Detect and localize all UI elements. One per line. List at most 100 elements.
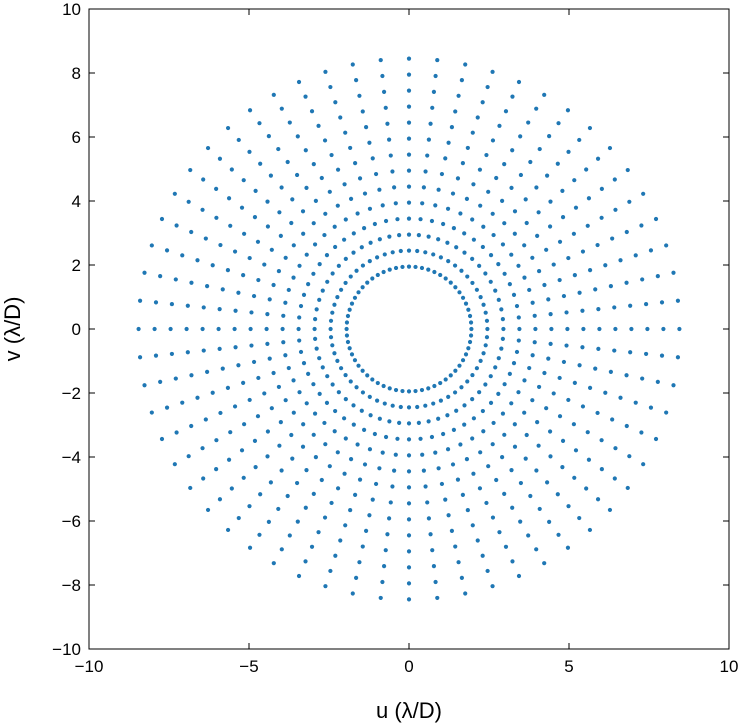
data-point [232, 249, 238, 254]
data-point [470, 256, 475, 261]
data-point [664, 243, 669, 248]
data-point [596, 307, 601, 312]
data-point [608, 369, 613, 375]
data-point [301, 292, 307, 297]
data-point [608, 283, 613, 289]
data-point [509, 401, 514, 406]
data-point [368, 413, 373, 418]
data-point [278, 420, 283, 425]
data-point [304, 185, 309, 191]
data-point [471, 471, 476, 476]
data-point [348, 196, 354, 202]
data-point [291, 243, 296, 248]
data-point [581, 326, 586, 332]
data-point [294, 172, 300, 178]
data-point [142, 383, 147, 388]
data-point [247, 149, 252, 154]
data-point [435, 595, 440, 601]
data-point [301, 361, 307, 366]
data-point [317, 262, 322, 267]
data-point [587, 385, 593, 390]
data-point [500, 411, 506, 416]
data-point [572, 380, 577, 385]
data-point [595, 156, 601, 161]
data-point [599, 467, 604, 472]
data-point [429, 434, 435, 440]
data-point [370, 377, 375, 382]
y-tick-label: −10 [52, 640, 81, 659]
data-point [322, 420, 327, 426]
data-point [372, 221, 377, 227]
data-point [297, 338, 302, 343]
data-point [573, 448, 579, 453]
data-point [285, 159, 290, 165]
data-point [465, 274, 470, 279]
data-point [436, 416, 441, 421]
data-point [380, 73, 385, 79]
data-point [536, 384, 542, 390]
data-point [406, 88, 412, 93]
data-point [653, 436, 659, 442]
data-point [373, 481, 379, 487]
data-point [502, 491, 507, 496]
data-point [137, 298, 143, 303]
data-point [392, 185, 397, 190]
data-point [257, 121, 262, 126]
data-point [518, 480, 524, 486]
data-point [217, 156, 223, 161]
data-point [524, 220, 529, 226]
data-point [164, 248, 170, 253]
data-point [481, 429, 486, 434]
data-point [464, 456, 470, 462]
data-point [577, 515, 582, 521]
data-point [400, 388, 405, 394]
data-point [481, 302, 486, 307]
data-point [645, 326, 650, 332]
data-point [152, 326, 157, 332]
data-point [373, 171, 379, 177]
data-point [450, 462, 456, 467]
data-point [467, 313, 473, 319]
data-point [279, 185, 284, 190]
data-point [536, 268, 542, 274]
data-point [467, 339, 473, 345]
data-point [443, 276, 448, 281]
data-point [528, 493, 533, 499]
data-point [633, 400, 638, 405]
data-point [377, 416, 382, 421]
data-point [469, 326, 474, 332]
data-point [367, 513, 372, 518]
data-point [613, 326, 618, 332]
data-point [426, 267, 431, 272]
data-point [249, 310, 254, 315]
x-tick-label: −5 [239, 657, 258, 676]
data-point [342, 416, 347, 421]
data-point [425, 153, 430, 158]
data-point [351, 422, 356, 427]
data-point [406, 120, 412, 125]
data-point [338, 538, 343, 543]
data-point [195, 395, 200, 400]
data-point [189, 280, 194, 285]
data-point [500, 336, 505, 341]
data-point [174, 430, 179, 435]
data-point [436, 237, 441, 242]
data-point [536, 443, 541, 448]
data-point [278, 233, 283, 238]
data-point [431, 252, 436, 257]
data-point [343, 256, 348, 261]
data-point [443, 156, 448, 161]
data-point [561, 293, 567, 299]
data-point [420, 201, 425, 206]
data-point [370, 156, 375, 161]
data-point [201, 348, 206, 353]
data-point [510, 559, 515, 564]
data-point [516, 338, 521, 343]
data-point [304, 252, 309, 257]
data-point [377, 237, 382, 242]
data-point [200, 326, 205, 332]
data-point [290, 197, 295, 202]
data-point [149, 410, 154, 415]
data-point [516, 263, 521, 268]
data-point [350, 591, 355, 596]
